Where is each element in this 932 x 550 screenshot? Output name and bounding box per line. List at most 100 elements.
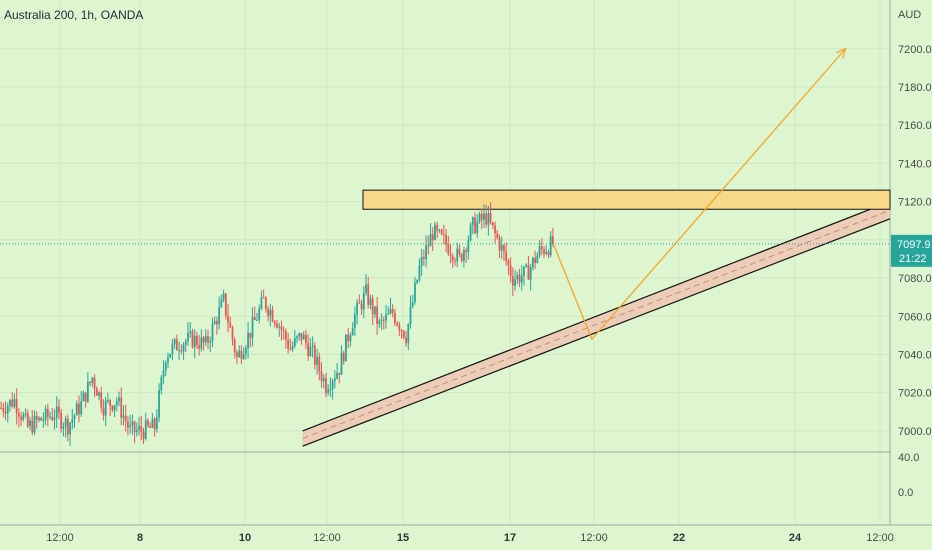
candle-body <box>427 245 430 247</box>
candle-body <box>15 399 18 414</box>
candle-body <box>109 399 112 406</box>
candle-body <box>518 274 521 283</box>
candle-body <box>24 413 27 415</box>
candle-body <box>500 245 503 251</box>
candle-body <box>333 378 336 382</box>
candle-body <box>358 302 361 304</box>
candle-body <box>51 416 54 420</box>
candle-body <box>218 307 221 325</box>
candle-body <box>82 392 85 402</box>
candle-body <box>345 334 347 362</box>
candle-body <box>311 345 314 347</box>
price-tick-label: 7120.0 <box>898 197 932 209</box>
candle-body <box>267 309 269 316</box>
candle-body <box>211 323 214 342</box>
projection-path[interactable] <box>553 47 847 341</box>
candle-body <box>491 222 494 226</box>
candle-body <box>200 337 203 349</box>
candle-body <box>198 345 201 349</box>
candle-body <box>382 319 385 321</box>
price-tick-label: 7060.0 <box>898 311 932 323</box>
candle-body <box>371 298 374 315</box>
candle-body <box>476 221 479 234</box>
candle-body <box>282 330 285 332</box>
candle-body <box>162 370 165 378</box>
candle-body <box>151 418 154 428</box>
candle-body <box>256 319 258 321</box>
candle-body <box>509 265 512 277</box>
candle-body <box>487 213 490 225</box>
candle-body <box>213 320 216 324</box>
candle-body <box>325 378 327 393</box>
bar-countdown: 21:22 <box>899 253 927 265</box>
candle-body <box>113 405 116 411</box>
candle-body <box>271 309 274 322</box>
candle-body <box>167 357 169 363</box>
candle-body <box>367 284 370 305</box>
candle-body <box>175 339 178 351</box>
candle-body <box>293 338 296 347</box>
candle-body <box>365 284 367 293</box>
candle-body <box>187 333 189 342</box>
candle-body <box>360 303 363 310</box>
candle-body <box>540 246 543 250</box>
candle-body <box>238 350 241 357</box>
projection-arrowhead <box>836 47 847 59</box>
candle-body <box>93 377 96 389</box>
candle-body <box>296 336 298 339</box>
indicator-axis[interactable]: 40.0 0.0 <box>898 452 919 499</box>
candle-body <box>69 422 71 435</box>
time-tick-label: 8 <box>137 532 143 544</box>
candle-body <box>507 260 510 266</box>
candle-body <box>309 346 312 357</box>
candle-body <box>394 313 396 323</box>
candle-body <box>369 298 372 305</box>
candle-body <box>449 253 452 256</box>
candle-body <box>273 321 276 324</box>
candle-body <box>124 415 127 422</box>
candle-body <box>258 308 261 320</box>
time-axis[interactable]: 12:00 8 10 12:00 15 17 12:00 22 24 12:00 <box>46 532 894 544</box>
candle-body <box>120 397 123 418</box>
candle-body <box>523 266 525 277</box>
candle-body <box>302 334 305 340</box>
candle-body <box>140 426 143 432</box>
candle-body <box>342 352 345 362</box>
candle-body <box>436 224 439 231</box>
candle-body <box>193 335 196 348</box>
candle-body <box>133 421 136 433</box>
candle-body <box>380 319 383 321</box>
candle-body <box>269 309 272 316</box>
candle-body <box>26 413 29 427</box>
candle-body <box>204 336 207 343</box>
candle-body <box>135 429 138 433</box>
candle-body <box>398 324 401 331</box>
candle-body <box>229 322 232 328</box>
price-tick-label: 7000.0 <box>898 426 932 438</box>
candle-body <box>64 418 67 427</box>
candle-body <box>451 255 454 261</box>
candle-body <box>207 336 209 343</box>
ascending-channel[interactable] <box>302 201 890 447</box>
candle-body <box>111 405 114 411</box>
resistance-zone[interactable] <box>362 189 891 210</box>
candle-body <box>349 335 352 342</box>
candle-body <box>231 327 234 340</box>
candle-body <box>300 333 303 340</box>
candle-body <box>529 267 532 280</box>
candle-body <box>454 260 456 262</box>
candle-body <box>425 245 427 260</box>
price-axis[interactable]: AUD7000.07020.07040.07060.07080.07100.07… <box>898 9 932 438</box>
candle-body <box>84 392 87 402</box>
candle-body <box>536 255 539 263</box>
candle-body <box>35 415 38 421</box>
candle-body <box>298 333 301 337</box>
candle-body <box>329 388 332 390</box>
price-tick-label: 7180.0 <box>898 82 932 94</box>
candle-body <box>247 332 249 349</box>
candle-body <box>465 250 468 253</box>
candle-body <box>262 297 265 299</box>
candle-body <box>520 276 523 283</box>
candle-body <box>374 306 376 315</box>
